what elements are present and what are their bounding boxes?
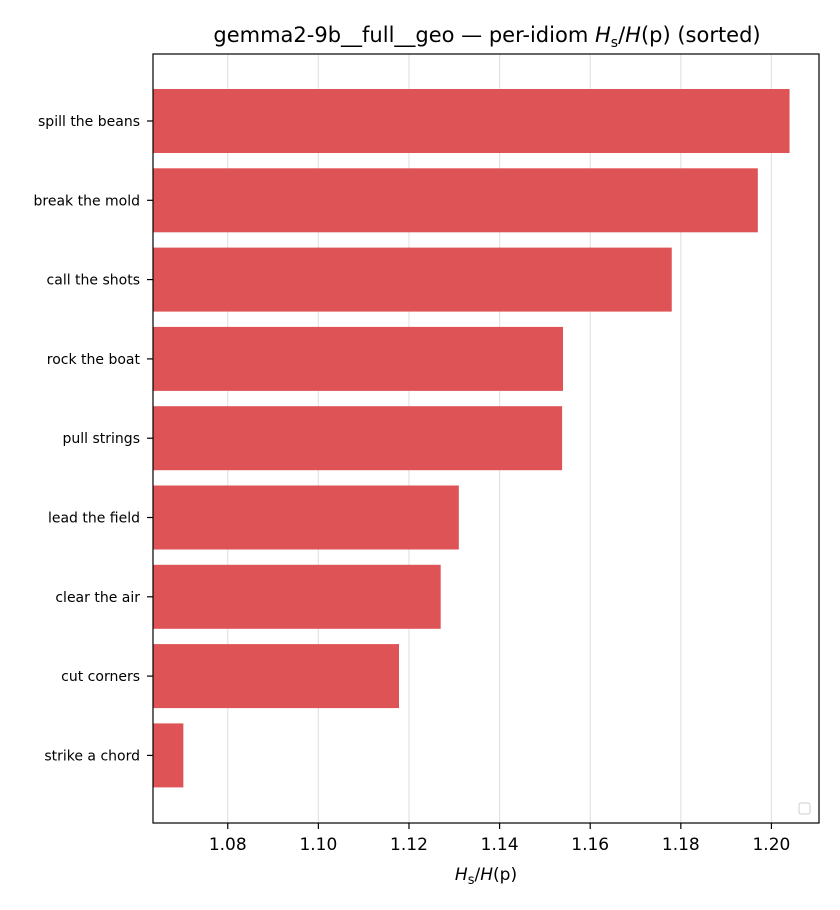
x-tick-label: 1.20 [752,835,790,855]
bar [153,168,758,233]
x-axis-label: Hs/H(p) [455,865,517,888]
bar [153,89,790,153]
bars [153,89,790,788]
bar [153,485,459,550]
y-tick-label: lead the field [48,511,140,527]
y-tick-label: call the shots [47,273,140,289]
x-tick-label: 1.12 [390,835,428,855]
x-tick-label: 1.16 [571,835,609,855]
bar [153,644,400,709]
x-axis-ticks: 1.08 1.10 1.12 1.14 1.16 1.18 1.20 [209,823,790,855]
bar [153,247,672,312]
legend-box [798,802,811,815]
y-tick-label: clear the air [55,590,140,606]
x-tick-label: 1.08 [209,835,247,855]
y-tick-label: cut corners [61,669,140,685]
plot-frame [152,53,820,824]
y-tick-label: rock the boat [47,352,141,368]
chart-title: gemma2-9b__full__geo — per-idiom Hs/H(p)… [213,23,760,51]
bar [153,723,184,788]
y-tick-label: pull strings [63,431,140,447]
x-tick-label: 1.10 [299,835,337,855]
y-tick-label: strike a chord [44,748,140,764]
y-axis-ticks: spill the beans break the mold call the sh… [34,114,153,764]
x-tick-label: 1.14 [481,835,519,855]
bar [153,564,441,629]
x-tick-label: 1.18 [662,835,700,855]
y-tick-label: spill the beans [38,114,140,130]
y-tick-label: break the mold [34,193,141,209]
bar [153,406,563,471]
bar [153,326,564,391]
